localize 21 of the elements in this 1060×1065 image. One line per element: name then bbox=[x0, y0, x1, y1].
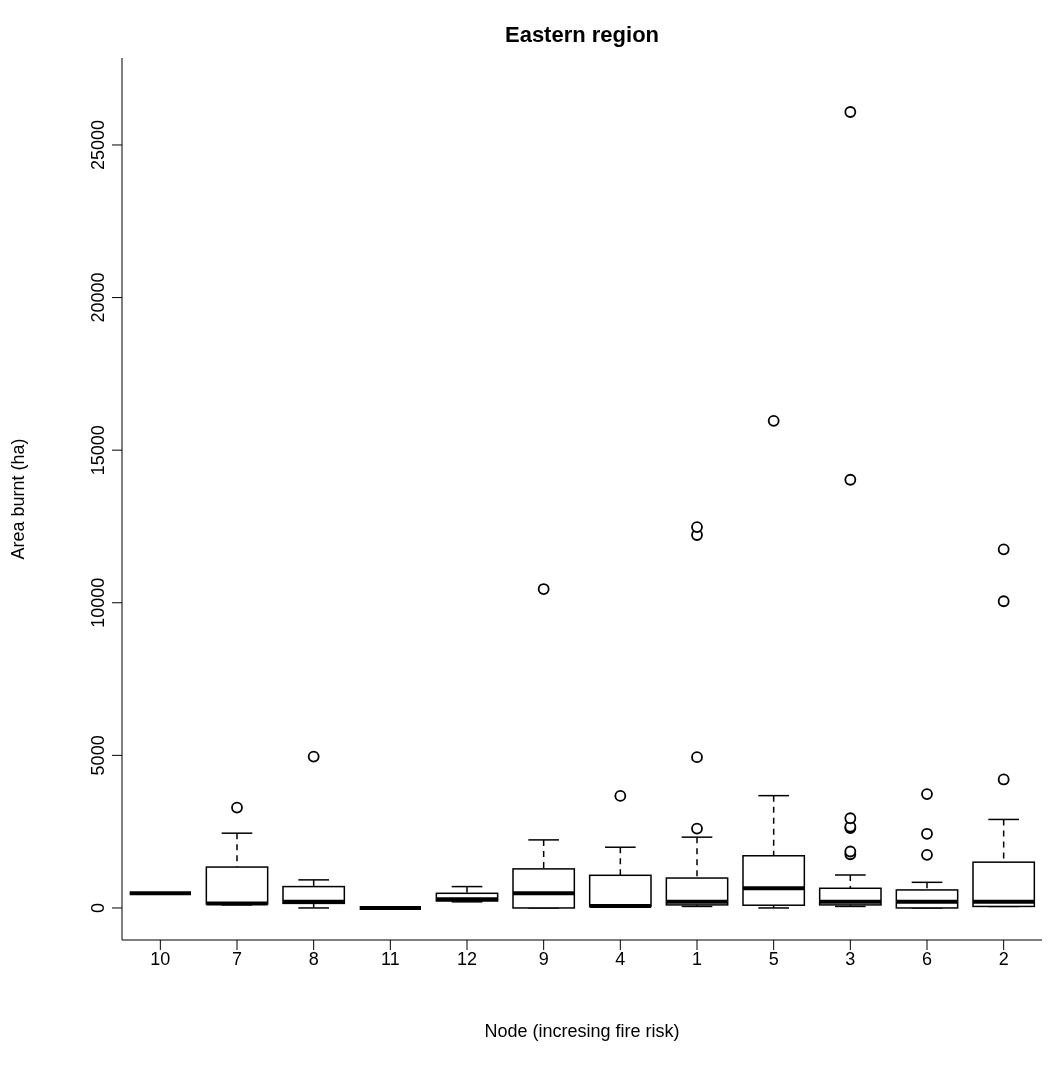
x-tick-label: 5 bbox=[768, 948, 779, 969]
x-tick-label: 8 bbox=[308, 948, 319, 969]
y-tick-label: 0 bbox=[88, 902, 108, 913]
x-axis-title: Node (incresing fire risk) bbox=[484, 1021, 680, 1041]
y-axis-title: Area burnt (ha) bbox=[8, 438, 29, 560]
y-tick-label: 15000 bbox=[88, 425, 108, 476]
y-tick-label: 20000 bbox=[88, 272, 108, 323]
chart-title: Eastern region bbox=[503, 22, 660, 48]
x-tick-label: 3 bbox=[845, 948, 856, 969]
y-tick-label: 5000 bbox=[88, 735, 108, 776]
x-tick-label: 7 bbox=[231, 948, 243, 969]
x-tick-label: 1 bbox=[691, 948, 703, 969]
y-tick-label: 10000 bbox=[88, 577, 108, 628]
x-tick-label: 10 bbox=[150, 948, 171, 969]
x-tick-label: 2 bbox=[998, 948, 1009, 969]
x-tick-label: 4 bbox=[615, 948, 626, 969]
x-tick-label: 6 bbox=[921, 948, 933, 969]
x-tick-label: 11 bbox=[380, 948, 400, 969]
x-tick-label: 9 bbox=[538, 948, 549, 969]
y-tick-label: 25000 bbox=[88, 119, 108, 171]
x-tick-label: 12 bbox=[456, 948, 478, 969]
